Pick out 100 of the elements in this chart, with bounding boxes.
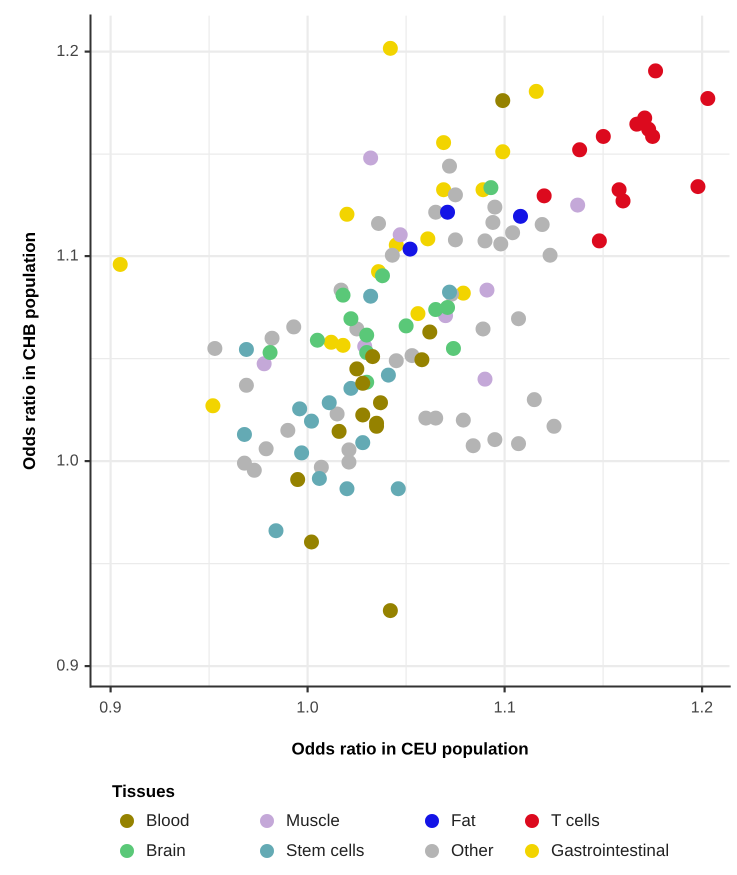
point xyxy=(528,84,544,99)
legend-label: Stem cells xyxy=(286,841,364,861)
legend-label: Brain xyxy=(146,841,186,861)
point xyxy=(380,368,396,383)
point xyxy=(592,233,607,248)
point xyxy=(511,436,526,452)
point xyxy=(365,349,380,364)
point xyxy=(546,418,562,434)
point xyxy=(372,395,388,410)
point xyxy=(398,318,414,334)
x-axis-title: Odds ratio in CEU population xyxy=(292,739,529,758)
x-tick-label: 1.2 xyxy=(690,699,714,716)
point xyxy=(268,523,284,538)
point xyxy=(382,40,398,56)
point xyxy=(349,361,364,376)
x-tick-label: 1.0 xyxy=(296,699,319,716)
point xyxy=(440,204,456,220)
point xyxy=(322,395,337,410)
point xyxy=(312,471,327,486)
point xyxy=(596,128,611,144)
point xyxy=(616,193,631,208)
point xyxy=(534,217,550,232)
point xyxy=(485,214,500,230)
point xyxy=(446,340,461,356)
point xyxy=(355,408,370,423)
point xyxy=(390,481,406,496)
legend-label: Muscle xyxy=(286,811,340,831)
y-tick-label: 1.2 xyxy=(56,42,79,60)
point xyxy=(422,324,438,340)
x-tick-label: 1.1 xyxy=(494,699,516,716)
point xyxy=(410,306,426,322)
point xyxy=(570,198,586,213)
point xyxy=(304,534,319,550)
point xyxy=(466,438,481,454)
point xyxy=(290,472,306,488)
point xyxy=(436,135,452,150)
point xyxy=(292,401,308,416)
point xyxy=(336,288,351,303)
point xyxy=(645,128,660,144)
point xyxy=(382,603,398,618)
point xyxy=(440,300,456,315)
point xyxy=(359,328,374,343)
point xyxy=(476,321,491,336)
point xyxy=(511,311,526,326)
point xyxy=(456,412,471,428)
point xyxy=(310,332,325,348)
point xyxy=(483,180,498,196)
point xyxy=(479,282,494,298)
point xyxy=(238,342,254,357)
point xyxy=(341,442,356,458)
point xyxy=(448,232,463,248)
point xyxy=(478,372,492,387)
point xyxy=(428,302,444,318)
point xyxy=(262,345,278,360)
y-tick-label: 1.0 xyxy=(56,452,79,470)
point xyxy=(236,456,252,471)
point xyxy=(493,236,508,252)
point xyxy=(343,311,358,326)
legend-label: Gastrointestinal xyxy=(551,841,670,861)
point xyxy=(238,378,254,393)
point xyxy=(512,208,528,224)
point xyxy=(478,233,492,248)
point xyxy=(414,352,430,368)
point xyxy=(392,227,408,242)
point xyxy=(339,206,354,222)
point xyxy=(436,182,452,198)
point xyxy=(341,454,356,470)
point xyxy=(112,256,128,272)
point xyxy=(355,435,370,450)
point xyxy=(256,356,272,372)
point xyxy=(207,340,222,356)
point xyxy=(294,445,310,460)
legend-label: T cells xyxy=(551,811,600,831)
point xyxy=(205,398,220,414)
point xyxy=(371,216,386,231)
point xyxy=(374,268,390,284)
y-tick-label: 0.9 xyxy=(56,657,79,674)
point xyxy=(304,414,319,429)
point xyxy=(343,380,358,396)
point xyxy=(258,441,274,456)
x-tick-label: 0.9 xyxy=(99,699,122,716)
point xyxy=(363,288,378,304)
point xyxy=(332,424,347,439)
point xyxy=(629,116,644,132)
point xyxy=(648,63,664,78)
point xyxy=(536,188,552,204)
point xyxy=(264,330,280,346)
point xyxy=(442,158,458,174)
point xyxy=(542,248,558,263)
point xyxy=(280,422,296,438)
point xyxy=(339,481,354,496)
point xyxy=(330,406,345,422)
point xyxy=(402,242,418,257)
y-axis-title: Odds ratio in CHB population xyxy=(20,232,39,470)
point xyxy=(526,392,542,408)
point xyxy=(700,91,716,106)
point xyxy=(388,353,404,368)
legend-label: Blood xyxy=(146,811,190,831)
point xyxy=(495,144,510,160)
legend-label: Other xyxy=(451,841,494,861)
